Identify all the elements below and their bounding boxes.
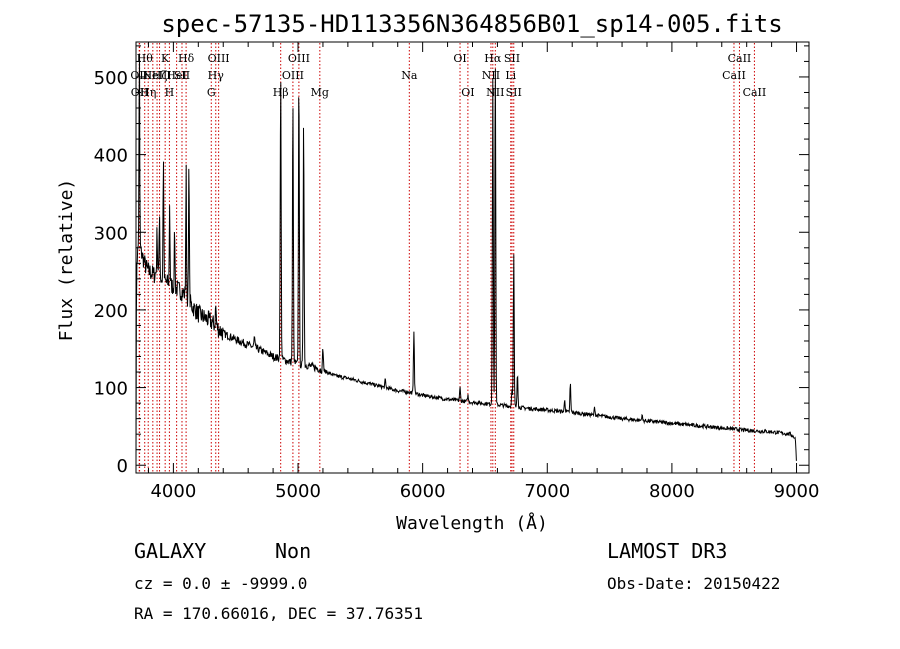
line-marker-label: Mg xyxy=(311,86,329,99)
line-marker-label: HeI xyxy=(143,69,163,82)
line-marker-label: K xyxy=(161,52,170,65)
line-markers xyxy=(138,43,755,472)
line-marker-labels: OIIOIIHθHηHeINeIIIHζKHHeISIIHδGHγOIIIHβO… xyxy=(130,52,766,99)
y-axis: 0 100 200 300 400 500 xyxy=(94,45,809,477)
redshift-readout: cz = 0.0 ± -9999.0 xyxy=(134,574,307,593)
coordinates: RA = 170.66016, DEC = 37.76351 xyxy=(134,604,423,623)
x-tick-label: 4000 xyxy=(150,481,196,502)
line-marker-label: CaII xyxy=(728,52,752,65)
x-tick-label: 7000 xyxy=(524,481,570,502)
line-marker-label: H xyxy=(165,86,175,99)
line-marker-label: OIII xyxy=(282,69,304,82)
line-marker-label: Hζ xyxy=(152,69,168,82)
spectrum-line xyxy=(136,53,797,461)
line-marker-label: Hγ xyxy=(208,69,225,82)
line-marker-label: OIII xyxy=(288,52,310,65)
survey-name: LAMOST DR3 xyxy=(607,539,727,563)
x-axis: 4000 5000 6000 7000 8000 9000 xyxy=(147,42,820,502)
x-tick-label: 5000 xyxy=(275,481,321,502)
line-marker-label: OI xyxy=(453,52,466,65)
plot-frame xyxy=(135,41,810,474)
x-axis-label: Wavelength (Å) xyxy=(396,512,548,534)
x-tick-label: 9000 xyxy=(774,481,820,502)
object-subclass: Non xyxy=(275,539,311,563)
object-class: GALAXY xyxy=(134,539,206,563)
x-tick-label: 8000 xyxy=(649,481,695,502)
y-axis-label: Flux (relative) xyxy=(56,179,77,342)
line-marker-label: SII xyxy=(174,69,190,82)
line-marker-label: HeI xyxy=(166,69,186,82)
line-marker-label: G xyxy=(207,86,216,99)
y-tick-label: 400 xyxy=(94,146,128,167)
y-tick-label: 0 xyxy=(117,456,128,477)
line-marker-label: Hδ xyxy=(178,52,195,65)
line-marker-label: CaII xyxy=(743,86,767,99)
line-marker-label: NeIII xyxy=(142,69,171,82)
y-tick-label: 100 xyxy=(94,379,128,400)
y-tick-label: 300 xyxy=(94,223,128,244)
y-tick-label: 200 xyxy=(94,301,128,322)
y-tick-label: 500 xyxy=(94,68,128,89)
line-marker-label: Na xyxy=(401,69,418,82)
line-marker-label: OIII xyxy=(208,52,230,65)
line-marker-label: CaII xyxy=(722,69,746,82)
line-marker-label: NII xyxy=(482,69,500,82)
line-marker-label: SII xyxy=(504,52,520,65)
line-marker-label: OI xyxy=(461,86,474,99)
line-marker-label: Li xyxy=(505,69,516,82)
obs-date: Obs-Date: 20150422 xyxy=(607,574,780,593)
chart-title: spec-57135-HD113356N364856B01_sp14-005.f… xyxy=(161,10,782,38)
line-marker-label: SII xyxy=(506,86,522,99)
line-marker-label: Hη xyxy=(140,86,156,99)
line-marker-label: Hα xyxy=(484,52,502,65)
x-tick-label: 6000 xyxy=(400,481,446,502)
